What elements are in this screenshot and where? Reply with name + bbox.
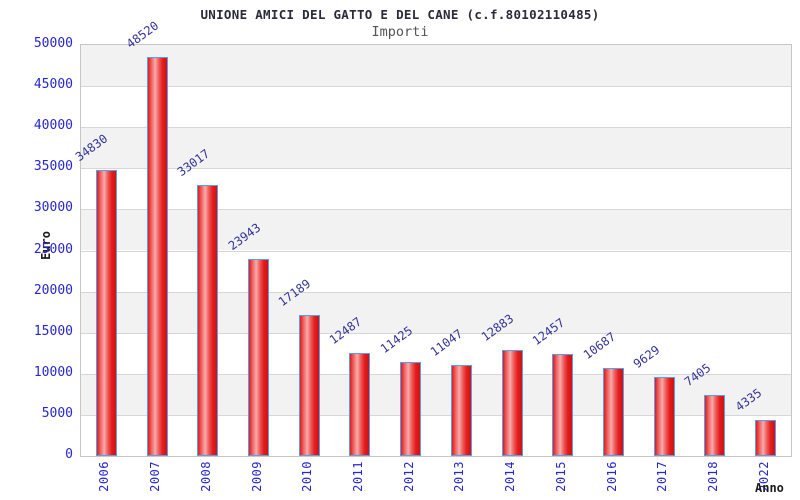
bar-2017: [653, 376, 675, 456]
x-tick-label: 2011: [350, 461, 365, 492]
chart-title: UNIONE AMICI DEL GATTO E DEL CANE (c.f.8…: [200, 7, 600, 22]
y-tick-label: 15000: [33, 323, 73, 339]
bar-2007: [146, 57, 168, 456]
bar-2009: [248, 259, 269, 456]
y-tick-label: 25000: [33, 241, 73, 257]
plot-band: [81, 414, 791, 456]
plot-band: [81, 86, 791, 128]
gridline: [81, 168, 791, 170]
x-tick-label: 2015: [553, 461, 568, 492]
bar-2013: [450, 365, 472, 456]
y-tick-label: 35000: [33, 159, 73, 175]
x-tick-label: 2017: [655, 461, 670, 492]
bar-2016: [603, 368, 624, 456]
plot-band: [81, 209, 791, 251]
y-tick-label: 0: [65, 447, 73, 462]
chart-subtitle: Importi: [371, 24, 429, 40]
plot-band: [81, 127, 791, 169]
gridline: [81, 209, 791, 211]
gridline: [81, 291, 791, 293]
x-axis-title: Anno: [755, 481, 784, 495]
x-tick-label: 2013: [452, 461, 467, 492]
bar-2011: [349, 353, 371, 456]
gridline: [81, 332, 791, 334]
y-tick-label: 5000: [41, 405, 73, 421]
gridline: [81, 86, 791, 88]
gridline: [81, 373, 791, 375]
bar-2012: [400, 362, 422, 456]
plot-band: [81, 45, 791, 87]
y-tick-label: 10000: [33, 364, 73, 380]
x-tick-label: 2006: [97, 461, 112, 492]
x-tick-label: 2008: [198, 461, 213, 492]
y-tick-label: 50000: [33, 36, 73, 51]
bar-2015: [552, 353, 574, 456]
y-tick-label: 30000: [33, 200, 73, 216]
x-tick-label: 2014: [503, 461, 518, 492]
plot-band: [81, 250, 791, 292]
x-tick-label: 2010: [300, 461, 315, 492]
bar-2018: [704, 395, 726, 456]
gridline: [81, 250, 791, 252]
plot-area: 34830 48520 33017 23943 17189 12487 11425 11047…: [73, 19, 792, 457]
x-tick-label: 2016: [604, 461, 619, 492]
x-tick-label: 2007: [148, 461, 163, 492]
bar-2010: [298, 314, 320, 456]
x-tick-label: 2009: [249, 461, 264, 492]
gridline: [81, 127, 791, 129]
gridline: [81, 414, 791, 416]
y-tick-label: 45000: [33, 77, 73, 93]
x-tick-label: 2018: [705, 461, 720, 492]
x-tick-label: 2012: [401, 461, 416, 492]
bar-2008: [197, 184, 219, 456]
bar-2006: [95, 169, 117, 456]
bar-2022: [755, 420, 777, 456]
bar-2014: [501, 350, 523, 456]
y-tick-label: 40000: [33, 118, 73, 134]
plot-band: [81, 291, 791, 333]
y-tick-label: 20000: [33, 282, 73, 298]
